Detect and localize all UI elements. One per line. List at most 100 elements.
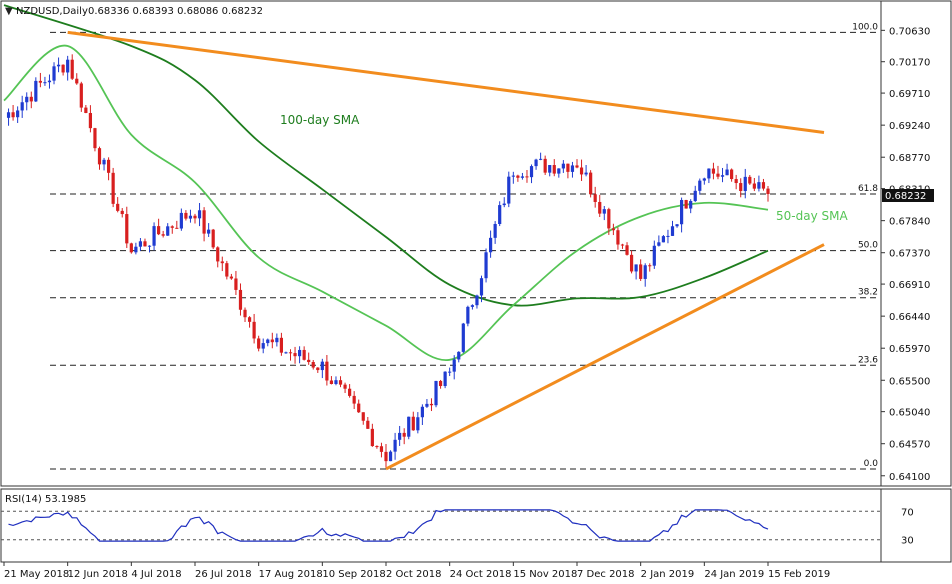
rsi-indicator: 70 30: [1, 507, 914, 547]
candle-body: [338, 380, 343, 385]
candle-body: [97, 148, 102, 165]
candle-body: [134, 246, 138, 253]
candle-body: [166, 226, 170, 236]
candle-body: [284, 352, 288, 354]
candle-body: [539, 158, 543, 160]
candle-body: [602, 209, 606, 214]
candle-body: [598, 201, 602, 214]
candle-body: [675, 224, 679, 227]
trendlines: [67, 30, 825, 471]
candle-body: [34, 80, 38, 102]
candle-body: [466, 306, 470, 324]
candle-body: [297, 349, 302, 357]
candle-body: [316, 367, 320, 371]
fibonacci-levels: 100.0 61.8 50.0 38.2 23.6 0.0: [50, 22, 880, 470]
candle-body: [693, 190, 697, 202]
candle-body: [561, 163, 565, 169]
x-tick-label: 21 May 2018: [4, 569, 69, 580]
candle-body: [511, 175, 515, 177]
candle-body: [357, 403, 361, 413]
chart-title: NZDUSD,Daily: [16, 6, 88, 17]
fib-label: 23.6: [858, 355, 878, 365]
candle-body: [502, 203, 506, 206]
candle-body: [634, 264, 638, 272]
candle-body: [348, 388, 352, 396]
candle-body: [157, 226, 161, 235]
support-trendline: [385, 243, 825, 471]
candle-body: [129, 243, 133, 253]
candle-body: [639, 264, 643, 279]
candle-body: [229, 276, 233, 279]
candle-body: [661, 236, 666, 243]
candle-body: [302, 349, 306, 360]
candle-body: [607, 209, 611, 229]
candle-body: [552, 165, 556, 174]
candle-body: [529, 166, 534, 178]
candle-body: [707, 168, 711, 179]
candle-body: [575, 165, 579, 168]
x-tick-label: 12 Jun 2018: [68, 569, 128, 580]
candle-body: [16, 110, 20, 118]
candle-body: [507, 176, 511, 204]
rsi-tick-label: 30: [901, 536, 914, 547]
candle-body: [752, 183, 756, 189]
candle-body: [47, 80, 52, 83]
candle-body: [175, 227, 179, 229]
candle-body: [275, 337, 279, 343]
candle-body: [666, 235, 670, 237]
candle-body: [629, 254, 634, 272]
candle-body: [484, 252, 488, 279]
candle-body: [593, 194, 597, 202]
y-tick-label: 0.69710: [889, 89, 930, 100]
x-tick-label: 26 Jul 2018: [195, 569, 252, 580]
candle-body: [202, 210, 206, 234]
rsi-tick-label: 70: [901, 507, 914, 518]
candle-body: [416, 417, 420, 431]
candle-body: [711, 168, 716, 174]
candle-body: [225, 263, 229, 277]
candle-body: [143, 241, 147, 247]
candle-body: [652, 245, 656, 266]
candle-body: [425, 403, 429, 407]
candle-body: [238, 289, 243, 310]
y-tick-label: 0.69240: [889, 121, 930, 132]
candle-body: [579, 167, 584, 175]
candle-body: [20, 102, 24, 111]
candle-body: [488, 237, 493, 253]
x-tick-label: 24 Oct 2018: [450, 569, 512, 580]
candle-body: [325, 361, 329, 381]
candle-body: [361, 412, 365, 421]
candle-body: [698, 180, 702, 191]
candle-body: [557, 168, 561, 174]
candle-body: [620, 244, 625, 246]
ohlc-values: 0.68336 0.68393 0.68086 0.68232: [88, 6, 263, 17]
rsi-line: [8, 509, 769, 542]
candle-body: [329, 380, 334, 384]
candle-body: [379, 446, 384, 452]
y-axis-ticks: 0.706300.701700.697100.692400.687700.683…: [881, 26, 930, 483]
candle-body: [193, 215, 197, 219]
candle-body: [566, 163, 570, 172]
candle-body: [584, 172, 588, 175]
candle-body: [38, 80, 42, 83]
candle-body: [525, 176, 529, 178]
candle-body: [52, 66, 56, 81]
sma-100-line: [3, 4, 769, 307]
x-tick-label: 4 Jul 2018: [131, 569, 181, 580]
candle-body: [757, 182, 761, 189]
rsi-title: RSI(14) 53.1985: [5, 494, 86, 505]
fib-label: 50.0: [858, 241, 878, 251]
candle-body: [516, 175, 520, 178]
candle-body: [270, 339, 274, 343]
candle-body: [334, 380, 338, 384]
candle-body: [120, 210, 124, 215]
candle-body: [170, 226, 174, 228]
x-tick-label: 15 Nov 2018: [513, 569, 577, 580]
x-tick-label: 2 Jan 2019: [641, 569, 695, 580]
candle-body: [247, 317, 252, 322]
candle-body: [261, 343, 265, 349]
candle-body: [725, 169, 729, 176]
y-tick-label: 0.64100: [889, 472, 930, 483]
fib-label: 100.0: [852, 22, 878, 32]
